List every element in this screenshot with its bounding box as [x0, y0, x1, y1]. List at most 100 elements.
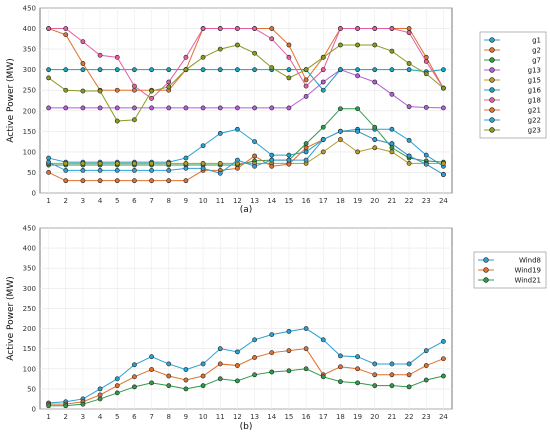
y-tick-label: 50: [27, 385, 36, 393]
data-point-Wind19: [372, 372, 378, 378]
data-point-Wind21: [423, 377, 429, 383]
data-point-Wind21: [389, 383, 395, 389]
x-tick-label: 1: [46, 197, 50, 205]
data-point-Wind21: [338, 379, 343, 385]
data-point-g13: [149, 105, 154, 111]
data-point-Wind19: [406, 372, 412, 378]
x-tick-label: 18: [336, 197, 345, 205]
y-tick-label: 300: [23, 66, 36, 74]
data-point-Wind19: [286, 348, 292, 354]
x-tick-label: 3: [81, 197, 85, 205]
data-point-g23: [252, 50, 257, 56]
data-point-g15: [63, 160, 69, 166]
data-point-g16: [389, 67, 395, 73]
data-point-g15: [355, 149, 360, 155]
data-point-g16: [200, 67, 206, 73]
data-point-g16: [252, 67, 257, 73]
data-point-g16: [286, 67, 292, 73]
data-point-Wind8: [183, 367, 189, 372]
data-point-g7: [389, 145, 395, 151]
data-point-g22: [132, 167, 137, 173]
data-point-g23: [114, 118, 120, 124]
x-tick-label: 19: [353, 197, 362, 205]
y-tick-label: 50: [27, 169, 36, 177]
data-point-g15: [97, 160, 103, 166]
data-point-g22: [406, 153, 412, 159]
legend-label: g16: [528, 87, 542, 95]
x-tick-label: 3: [81, 413, 85, 421]
data-point-g1: [252, 139, 257, 145]
y-axis-label: Active Power (MW): [6, 276, 16, 360]
legend-label: g2: [532, 47, 541, 55]
data-point-g23: [338, 42, 343, 48]
data-point-Wind8: [372, 361, 378, 367]
data-point-Wind19: [166, 373, 172, 379]
data-point-g15: [149, 160, 154, 166]
data-point-g16: [63, 67, 69, 73]
data-point-g22: [114, 167, 120, 173]
x-tick-label: 7: [149, 413, 153, 421]
data-point-Wind19: [355, 366, 360, 372]
data-point-g13: [200, 105, 206, 111]
data-point-g18: [80, 39, 86, 45]
data-point-g23: [149, 88, 154, 94]
data-point-g2: [269, 26, 275, 31]
y-tick-label: 450: [23, 225, 36, 233]
x-tick-label: 17: [319, 413, 328, 421]
data-point-g13: [235, 105, 240, 111]
data-point-g23: [389, 48, 395, 54]
x-tick-label: 14: [267, 197, 276, 205]
data-point-g2: [114, 87, 120, 93]
x-tick-label: 2: [64, 197, 68, 205]
legend-marker-swatch: [489, 117, 495, 123]
data-point-g21: [269, 163, 275, 169]
data-point-Wind21: [406, 384, 412, 390]
data-point-g13: [63, 105, 69, 111]
data-point-Wind19: [252, 355, 257, 360]
data-point-Wind21: [372, 383, 378, 389]
x-tick-label: 13: [250, 197, 259, 205]
data-point-g21: [114, 178, 120, 184]
data-point-g18: [114, 54, 120, 60]
x-tick-label: 18: [336, 413, 345, 421]
data-point-g22: [320, 137, 326, 142]
data-point-Wind8: [355, 354, 360, 360]
data-point-g16: [235, 67, 240, 73]
data-point-g21: [303, 145, 309, 151]
x-tick-label: 11: [216, 197, 225, 205]
series-line-g1: [48, 128, 444, 167]
y-tick-label: 350: [23, 46, 36, 54]
data-point-g1: [235, 126, 240, 132]
data-point-g23: [235, 42, 240, 48]
data-point-g23: [200, 54, 206, 60]
x-tick-label: 15: [284, 197, 293, 205]
data-point-Wind19: [338, 364, 343, 370]
legend-label: g22: [528, 117, 541, 125]
data-point-g22: [149, 167, 154, 173]
x-tick-label: 15: [284, 413, 293, 421]
data-point-Wind8: [149, 354, 154, 360]
data-point-g23: [406, 61, 412, 66]
data-point-g7: [355, 106, 360, 112]
data-point-g22: [63, 167, 69, 173]
data-point-Wind19: [200, 373, 206, 379]
data-point-g18: [166, 79, 172, 85]
x-tick-label: 8: [167, 413, 171, 421]
series-g22: [46, 128, 446, 177]
y-tick-label: 200: [23, 107, 36, 115]
data-point-g15: [166, 160, 172, 166]
data-point-g13: [320, 79, 326, 85]
data-point-g22: [217, 170, 223, 176]
y-tick-label: 350: [23, 265, 36, 273]
legend-label: Wind19: [515, 267, 542, 275]
legend-marker-swatch: [489, 67, 495, 73]
x-tick-label: 16: [302, 197, 311, 205]
data-point-g18: [183, 54, 189, 60]
legend-label: g15: [528, 77, 541, 85]
data-point-Wind8: [114, 376, 120, 382]
data-point-Wind8: [269, 332, 275, 337]
data-point-g22: [389, 141, 395, 147]
data-point-Wind8: [423, 348, 429, 354]
data-point-g21: [80, 178, 86, 184]
legend-item-g1: g1: [484, 37, 541, 45]
